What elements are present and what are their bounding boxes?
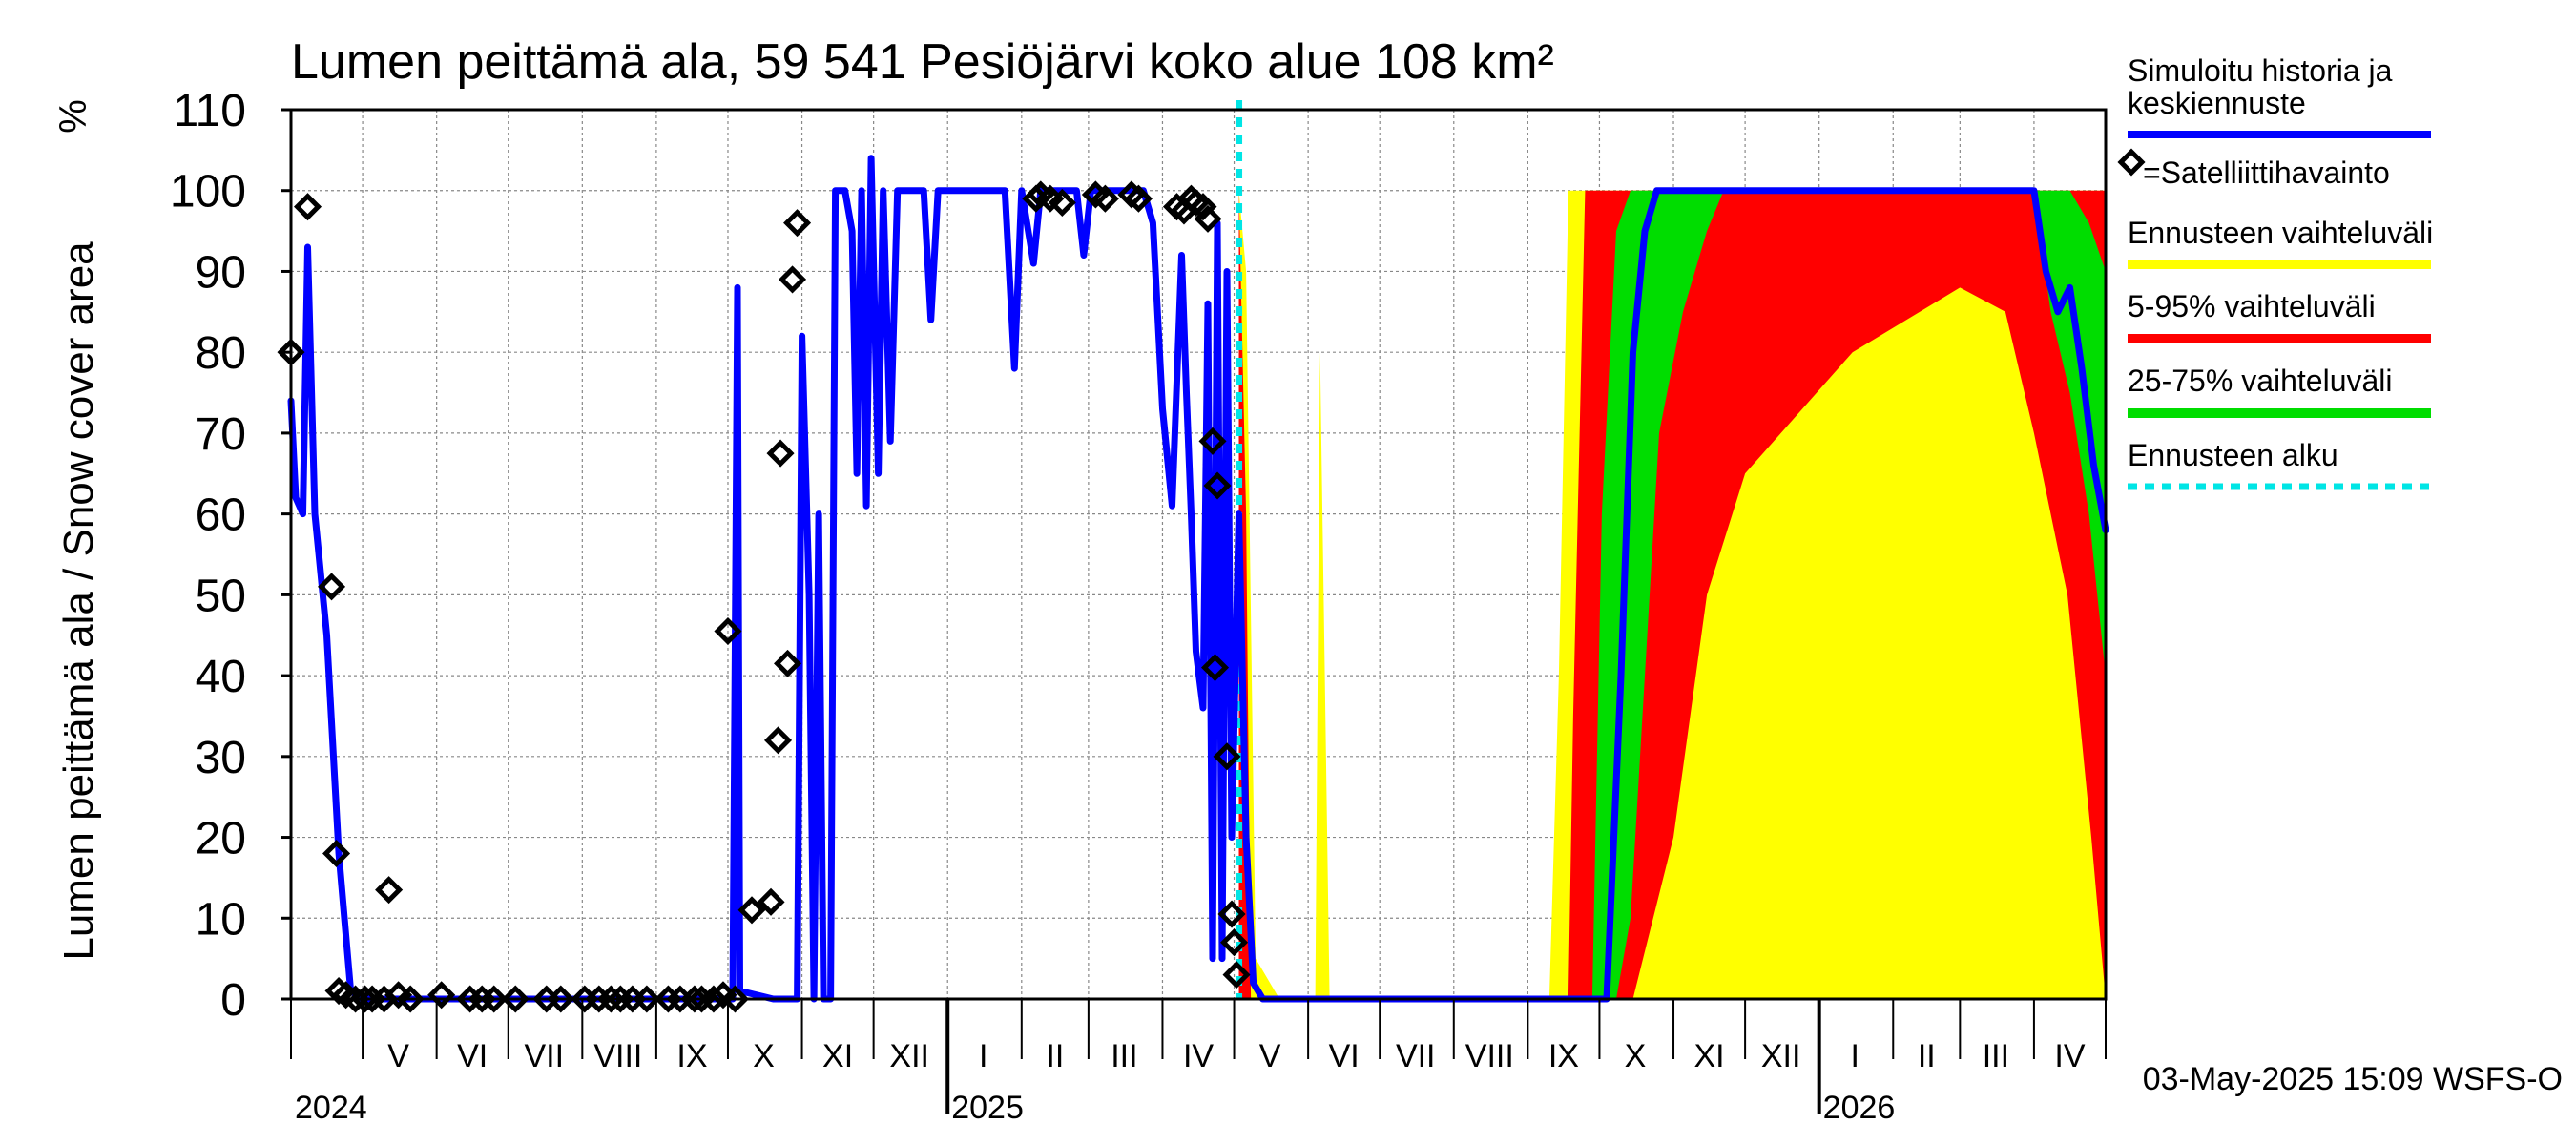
y-tick-label: 100 — [170, 167, 246, 218]
month-label: IV — [1183, 1038, 1214, 1074]
month-label: VII — [1396, 1038, 1436, 1074]
month-label: I — [979, 1038, 987, 1074]
year-label: 2026 — [1823, 1090, 1896, 1126]
legend-label-3: 5-95% vaihteluväli — [2128, 289, 2376, 323]
month-label: XII — [1761, 1038, 1801, 1074]
observation-marker — [293, 193, 322, 221]
observation-marker — [720, 985, 750, 1013]
observation-marker — [1048, 188, 1076, 217]
month-label: IX — [676, 1038, 707, 1074]
legend-label-5: Ennusteen alku — [2128, 438, 2338, 472]
observation-marker — [351, 985, 380, 1013]
observation-marker — [1222, 961, 1251, 989]
observation-marker — [1189, 193, 1217, 221]
band-5-95-vaihteluv-li — [1238, 190, 2106, 999]
month-label: VIII — [1465, 1038, 1514, 1074]
month-label: II — [1918, 1038, 1936, 1074]
observation-marker — [501, 985, 530, 1013]
year-label: 2024 — [295, 1090, 367, 1126]
plot-area — [277, 100, 2109, 1013]
observation-marker — [1220, 928, 1249, 957]
month-label: X — [1625, 1038, 1647, 1074]
y-tick-label: 110 — [173, 86, 246, 136]
observation-marker — [547, 985, 575, 1013]
observation-marker — [1203, 471, 1232, 500]
y-tick-label: 90 — [196, 247, 246, 298]
observation-marker — [480, 985, 509, 1013]
month-label: III — [1111, 1038, 1137, 1074]
observation-marker — [427, 981, 456, 1010]
month-label: XI — [1694, 1038, 1725, 1074]
month-label: V — [1259, 1038, 1281, 1074]
plot-frame — [289, 108, 2108, 1001]
y-tick-label: 70 — [196, 409, 246, 460]
observation-marker — [596, 985, 625, 1013]
month-label: X — [753, 1038, 775, 1074]
legend: Simuloitu historia ja keskiennuste =Satell… — [2117, 53, 2433, 490]
month-label: IX — [1548, 1038, 1579, 1074]
legend-label-2: Ennusteen vaihteluväli — [2128, 216, 2433, 250]
y-tick-label: 80 — [196, 328, 246, 379]
month-label: V — [387, 1038, 409, 1074]
observation-marker — [1213, 742, 1241, 771]
observation-marker — [714, 616, 742, 646]
observation-marker — [699, 985, 728, 1013]
y-tick-label: 50 — [196, 571, 246, 621]
observation-marker — [318, 572, 346, 601]
month-label: XII — [889, 1038, 929, 1074]
observation-marker — [633, 985, 661, 1013]
timestamp-footer: 03-May-2025 15:09 WSFS-O — [2143, 1061, 2563, 1097]
observation-marker — [779, 265, 807, 294]
month-label: VI — [1329, 1038, 1360, 1074]
observation-marker — [1200, 654, 1230, 682]
year-label: 2025 — [951, 1090, 1024, 1126]
observation-marker — [764, 726, 793, 755]
y-tick-label: 20 — [196, 814, 246, 864]
legend-label-4: 25-75% vaihteluväli — [2128, 364, 2393, 398]
observation-marker — [1124, 184, 1153, 213]
y-tick-label: 40 — [196, 652, 246, 702]
observation-marker — [396, 985, 425, 1013]
observation-marker — [766, 439, 795, 468]
month-label: I — [1850, 1038, 1859, 1074]
month-label: VIII — [593, 1038, 642, 1074]
observation-marker — [757, 887, 785, 916]
observation-marker — [1198, 427, 1227, 455]
observation-marker — [1217, 900, 1246, 928]
y-tick-label: 10 — [196, 894, 246, 945]
y-tick-label: 30 — [196, 733, 246, 783]
observation-marker — [1194, 204, 1222, 233]
y-axis-label: Lumen peittämä ala / Snow cover area — [55, 241, 102, 961]
legend-label-mean-forecast: Simuloitu historia ja keskiennuste — [2128, 53, 2393, 120]
month-label: XI — [822, 1038, 853, 1074]
month-label: VI — [457, 1038, 488, 1074]
y-tick-label: 0 — [220, 975, 246, 1026]
observation-marker — [322, 839, 351, 868]
observation-marker — [783, 209, 812, 238]
y-tick-label: 60 — [196, 490, 246, 541]
y-axis-unit: % — [52, 99, 94, 134]
month-label: VII — [524, 1038, 564, 1074]
observation-marker — [1091, 184, 1119, 213]
observation-marker — [737, 896, 766, 925]
month-label: IV — [2054, 1038, 2085, 1074]
chart-title: Lumen peittämä ala, 59 541 Pesiöjärvi ko… — [291, 34, 1554, 90]
month-label: III — [1983, 1038, 2009, 1074]
observation-marker — [375, 876, 404, 905]
legend-swatch-observation — [2117, 148, 2146, 177]
observation-marker — [774, 649, 802, 677]
observation-marker — [680, 985, 709, 1013]
month-label: II — [1046, 1038, 1064, 1074]
legend-label-observation: =Satelliittihavainto — [2143, 156, 2390, 190]
